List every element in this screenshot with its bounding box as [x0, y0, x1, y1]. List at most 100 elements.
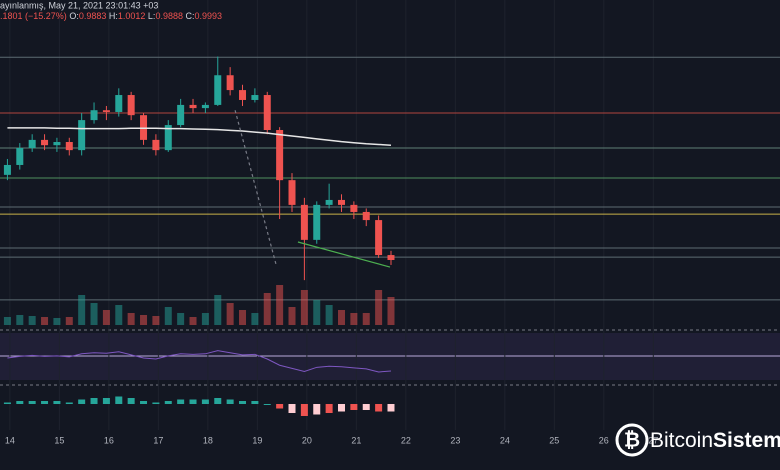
candle-body [300, 204, 308, 240]
watermark-part: Bitcoin [650, 429, 713, 452]
volume-bar [350, 313, 358, 325]
ohlc-label: L: [148, 11, 156, 21]
candle-body [65, 142, 73, 151]
x-tick-label: 24 [500, 435, 510, 445]
volume-bar [115, 305, 123, 325]
macd-bar [251, 401, 259, 404]
volume-bar [300, 290, 308, 325]
candle-body [362, 211, 370, 221]
volume-bar [251, 313, 259, 325]
rsi-line [7, 350, 392, 373]
candle-body [214, 75, 222, 105]
candle-body [201, 104, 209, 109]
change: .1801 (−15.27%) [0, 11, 67, 21]
trendline [297, 241, 391, 268]
trendline [234, 110, 277, 266]
ohlc-value: 0.9888 [155, 11, 183, 21]
candle-body [41, 139, 49, 146]
macd-bar [65, 402, 73, 404]
volume-bar [189, 317, 197, 325]
volume-bar [164, 307, 172, 325]
x-tick-label: 15 [54, 435, 64, 445]
volume-bar [239, 310, 247, 325]
macd-bar [16, 401, 24, 404]
logo-icon: ₿ [624, 429, 640, 451]
candle-body [90, 110, 98, 121]
macd-bar [239, 401, 247, 404]
ohlc-label: O: [69, 11, 79, 21]
ohlc-value: 0.9883 [79, 11, 107, 21]
volume-bar [127, 313, 135, 325]
candle-body [313, 204, 321, 240]
macd-bar [140, 401, 148, 404]
volume-bar [362, 313, 370, 325]
macd-bar [288, 404, 296, 413]
x-tick-label: 26 [599, 435, 609, 445]
macd-bar [387, 404, 395, 412]
macd-bar [362, 404, 370, 410]
ohlc-label: H: [109, 11, 118, 21]
macd-bar [276, 404, 284, 409]
volume-bar [313, 300, 321, 325]
candle-body [337, 199, 345, 205]
macd-bar [28, 401, 36, 404]
watermark: ₿ BitcoinSistemi [615, 423, 780, 457]
macd-bar [3, 402, 11, 404]
macd-bar [115, 396, 123, 404]
volume-bar [78, 295, 86, 325]
candle-body [16, 148, 24, 165]
macd-bar [90, 398, 98, 404]
volume-bar [325, 305, 333, 325]
macd-bar [189, 399, 197, 404]
volume-bar [28, 316, 36, 325]
volume-bar [201, 313, 209, 325]
volume-bar [387, 297, 395, 325]
volume-bar [375, 290, 383, 325]
candle-body [325, 199, 333, 205]
volume-bar [337, 310, 345, 325]
x-tick-label: 23 [450, 435, 460, 445]
volume-bar [177, 313, 185, 325]
macd-bar [201, 399, 209, 404]
macd-bar [313, 404, 321, 415]
x-tick-label: 17 [153, 435, 163, 445]
volume-bar [140, 315, 148, 325]
candle-body [288, 180, 296, 205]
macd-bar [164, 401, 172, 404]
candle-body [3, 164, 11, 175]
macd-bar [350, 404, 358, 410]
x-tick-label: 18 [203, 435, 213, 445]
header-line1: ayınlanmış, May 21, 2021 23:01:43 +03 [0, 0, 158, 10]
candle-body [251, 95, 259, 100]
volume-bar [53, 318, 61, 325]
macd-bar [263, 404, 271, 405]
watermark-part: Sistemi [713, 429, 780, 452]
ohlc-value: 1.0012 [118, 11, 146, 21]
x-tick-label: 22 [401, 435, 411, 445]
volume-bar [263, 293, 271, 325]
candle-body [102, 110, 110, 112]
macd-bar [226, 399, 234, 404]
x-tick-label: 27 [648, 435, 658, 445]
volume-bar [102, 310, 110, 325]
candle-body [115, 95, 123, 112]
x-tick-label: 25 [549, 435, 559, 445]
ohlc-value: 0.9993 [194, 11, 222, 21]
x-tick-label: 16 [104, 435, 114, 445]
candle-body [226, 75, 234, 91]
volume-bar [226, 303, 234, 325]
candle-body [152, 139, 160, 151]
candle-body [164, 125, 172, 151]
macd-bar [152, 402, 160, 404]
x-tick-label: 21 [351, 435, 361, 445]
volume-bar [276, 285, 284, 325]
volume-bar [214, 295, 222, 325]
header-line2: .1801 (−15.27%) O:0.9883 H:1.0012 L:0.98… [0, 11, 222, 21]
moving-average [7, 127, 392, 146]
macd-bar [375, 404, 383, 412]
volume-bar [288, 307, 296, 325]
candle-body [127, 95, 135, 116]
